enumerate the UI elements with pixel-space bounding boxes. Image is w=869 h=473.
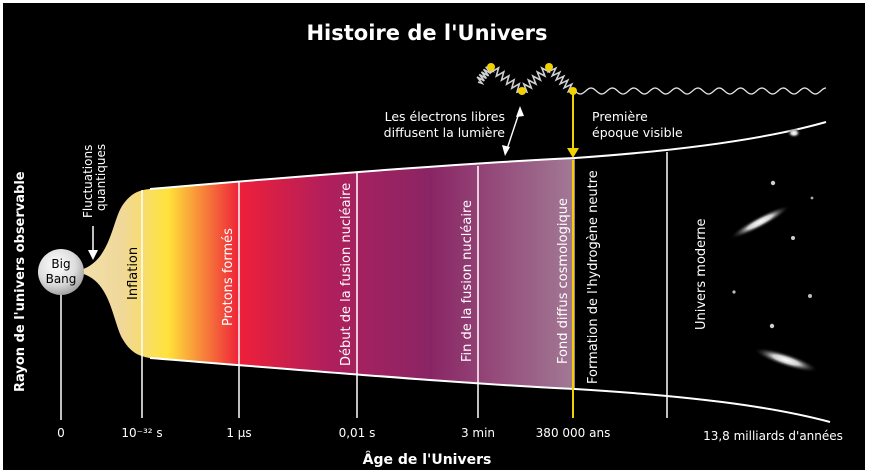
tick-label-3: 0,01 s: [339, 426, 376, 440]
tick-label-0: 0: [57, 426, 65, 440]
first-epoch-note-line2: époque visible: [592, 125, 683, 140]
epoch-label-cmb: Fond diffus cosmologique: [556, 198, 571, 364]
fluctuations-label-line2: quantiques: [94, 144, 108, 211]
tick-label-2: 1 μs: [226, 426, 251, 440]
first-light-arrow-head: [567, 148, 579, 158]
epoch-label-inflation: Inflation: [126, 247, 141, 300]
lower-envelope: [149, 357, 831, 423]
tick-label-5: 380 000 ans: [536, 426, 611, 440]
star-3: [732, 290, 736, 294]
scatter-arrow-head-bottom: [502, 145, 510, 156]
galaxy-1: [729, 205, 791, 239]
epoch-label-fusion-start: Début de la fusion nucléaire: [339, 183, 354, 366]
star-5: [808, 294, 812, 298]
x-axis-label: Âge de l'Univers: [363, 451, 492, 468]
big-bang-label-line1: Big: [51, 257, 70, 271]
electron-dot-1: [487, 63, 495, 71]
star-6: [810, 196, 814, 200]
tick-label-4: 3 min: [461, 426, 495, 440]
big-bang-label-line2: Bang: [46, 272, 77, 286]
galaxy-3: [787, 128, 801, 138]
y-axis-label: Rayon de l'univers observable: [13, 171, 28, 392]
tick-label-1: 10⁻³² s: [121, 426, 162, 440]
electron-dot-4: [569, 87, 577, 95]
epoch-label-protons: Protons formés: [221, 228, 236, 326]
star-2: [791, 236, 795, 240]
electron-dot-2: [518, 87, 526, 95]
scatter-arrow-head-top: [516, 106, 524, 117]
scatter-arrow: [505, 109, 521, 153]
free-photon-wave: [574, 87, 827, 95]
first-epoch-note-line1: Première: [592, 109, 648, 124]
figure-title: Histoire de l'Univers: [306, 21, 547, 45]
epoch-label-fusion-end: Fin de la fusion nucléaire: [460, 200, 475, 362]
big-bang-sphere: [38, 249, 84, 295]
electron-dot-3: [545, 63, 553, 71]
scatter-note-line1: Les électrons libres: [385, 109, 505, 124]
scatter-note-line2: diffusent la lumière: [384, 125, 506, 140]
star-4: [769, 323, 775, 329]
epoch-label-modern: Univers moderne: [694, 218, 709, 330]
upper-envelope: [149, 121, 827, 190]
star-1: [770, 180, 776, 186]
fluctuation-arrow-head: [88, 250, 98, 260]
galaxy-2: [753, 347, 819, 373]
tick-label-6: 13,8 milliards d'années: [703, 429, 843, 443]
epoch-label-neutral-hydrogen: Formation de l'hydrogène neutre: [586, 170, 601, 384]
fluctuations-label-line1: Fluctuations: [81, 145, 95, 218]
universe-early-region: [80, 158, 575, 389]
